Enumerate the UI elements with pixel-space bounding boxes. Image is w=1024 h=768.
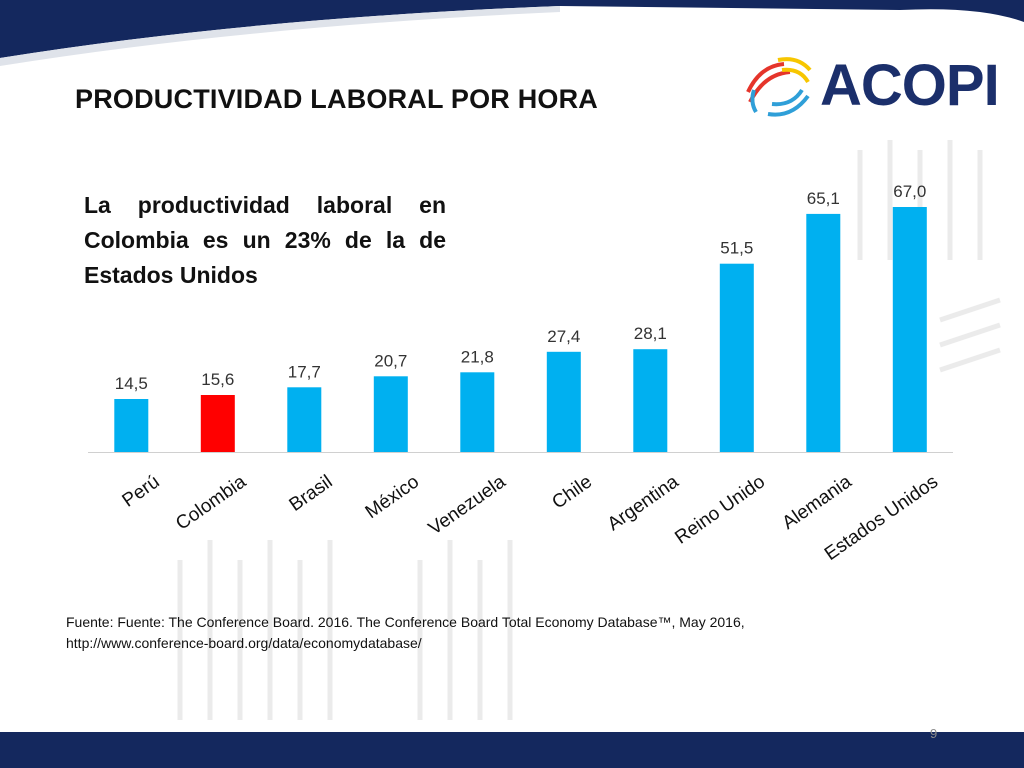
bar-venezuela [460,372,495,452]
logo-text: ACOPI [820,53,1000,118]
category-label-venezuela: Venezuela [425,471,510,539]
slide-title: PRODUCTIVIDAD LABORAL POR HORA [75,84,599,114]
bar-mexico [373,376,408,452]
background-pattern [177,140,1001,720]
value-label-reino-unido: 51,5 [720,239,753,258]
value-label-chile: 27,4 [547,327,580,346]
category-label-colombia: Colombia [172,471,250,534]
logo-emblem-icon [746,57,812,117]
value-label-colombia: 15,6 [201,370,234,389]
bar-chile [546,351,581,452]
value-label-alemania: 65,1 [807,189,840,208]
bar-reino-unido [719,263,754,452]
bar-colombia [200,395,235,452]
source-line-2: http://www.conference-board.org/data/eco… [66,635,422,651]
bar-alemania [806,213,841,452]
slide-subtitle: La productividad laboral en Colombia es … [84,192,446,288]
category-label-reino-unido: Reino Unido [671,471,769,548]
category-label-brasil: Brasil [286,471,337,515]
source-line-1: Fuente: Fuente: The Conference Board. 20… [66,614,745,630]
value-label-argentina: 28,1 [634,324,667,343]
bar-chart: 14,5 Perú 15,6 Colombia 17,7 Brasil 20,7 México… [88,182,953,565]
category-label-peru: Perú [119,471,164,511]
header-band [0,0,1024,58]
bar-estados-unidos [892,207,927,452]
value-label-estados-unidos: 67,0 [893,182,926,201]
category-label-mexico: México [362,471,423,523]
header-accent [0,6,560,66]
bar-argentina [633,349,668,452]
bar-peru [114,399,149,452]
category-label-chile: Chile [548,471,596,513]
value-label-brasil: 17,7 [288,362,321,381]
value-label-venezuela: 21,8 [461,347,494,366]
source-note: Fuente: Fuente: The Conference Board. 20… [66,612,866,654]
page-number: 9 [930,726,938,741]
value-label-peru: 14,5 [115,374,148,393]
footer-band [0,732,1024,768]
value-label-mexico: 20,7 [374,351,407,370]
category-label-argentina: Argentina [604,471,683,535]
bar-brasil [287,387,322,452]
acopi-logo: ACOPI [738,52,1000,122]
category-label-alemania: Alemania [779,471,856,534]
